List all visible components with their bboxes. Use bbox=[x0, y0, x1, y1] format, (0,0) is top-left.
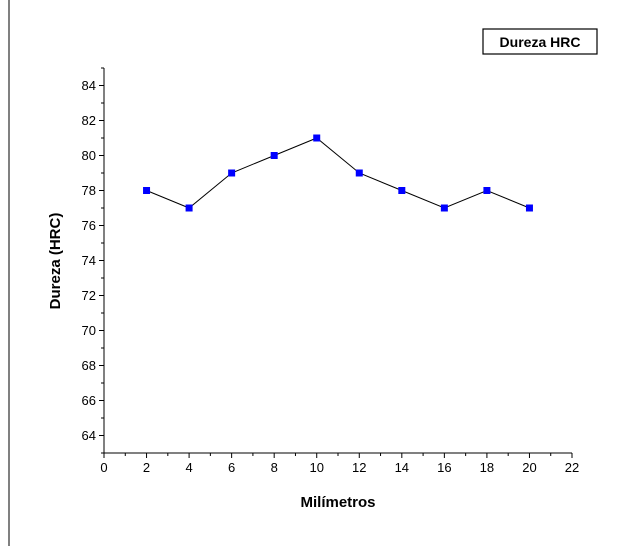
data-point bbox=[483, 187, 491, 194]
x-tick-label: 4 bbox=[185, 460, 192, 475]
x-tick-label: 18 bbox=[480, 460, 494, 475]
x-tick-label: 6 bbox=[228, 460, 235, 475]
x-tick-label: 16 bbox=[437, 460, 451, 475]
data-point bbox=[270, 152, 278, 159]
x-tick-label: 20 bbox=[522, 460, 536, 475]
series-line bbox=[146, 137, 530, 209]
y-tick-label: 70 bbox=[82, 323, 96, 338]
y-tick-label: 80 bbox=[82, 148, 96, 163]
x-tick-label: 12 bbox=[352, 460, 366, 475]
x-ticks: 0 2 4 6 8 10 12 14 16 18 20 22 bbox=[100, 453, 579, 475]
y-tick-label: 66 bbox=[82, 393, 96, 408]
x-tick-label: 2 bbox=[143, 460, 150, 475]
legend: Dureza HRC bbox=[482, 28, 598, 55]
y-tick-label: 76 bbox=[82, 218, 96, 233]
y-tick-label: 82 bbox=[82, 113, 96, 128]
legend-box bbox=[482, 28, 598, 55]
y-tick-label: 72 bbox=[82, 288, 96, 303]
data-point bbox=[355, 169, 363, 177]
data-point bbox=[440, 204, 448, 212]
series-lines bbox=[146, 137, 530, 209]
y-tick-label: 74 bbox=[82, 253, 96, 268]
data-point bbox=[185, 204, 193, 212]
data-point bbox=[228, 169, 236, 177]
y-ticks: 64 66 68 70 72 74 76 78 80 82 84 bbox=[82, 67, 104, 454]
x-tick-label: 0 bbox=[100, 460, 107, 475]
y-tick-label: 68 bbox=[82, 358, 96, 373]
y-tick-label: 78 bbox=[82, 183, 96, 198]
data-point bbox=[525, 204, 533, 212]
x-tick-label: 22 bbox=[565, 460, 579, 475]
y-tick-label: 64 bbox=[82, 428, 96, 443]
data-point bbox=[313, 134, 321, 142]
series-points bbox=[143, 134, 533, 212]
data-point bbox=[398, 187, 406, 194]
legend-label: Dureza HRC bbox=[500, 34, 581, 50]
y-tick-label: 84 bbox=[82, 78, 96, 93]
x-tick-label: 10 bbox=[309, 460, 323, 475]
x-tick-label: 14 bbox=[395, 460, 409, 475]
data-point bbox=[143, 187, 151, 194]
y-axis-title: Dureza (HRC) bbox=[47, 213, 64, 310]
x-tick-label: 8 bbox=[271, 460, 278, 475]
x-axis-title: Milímetros bbox=[300, 494, 375, 511]
